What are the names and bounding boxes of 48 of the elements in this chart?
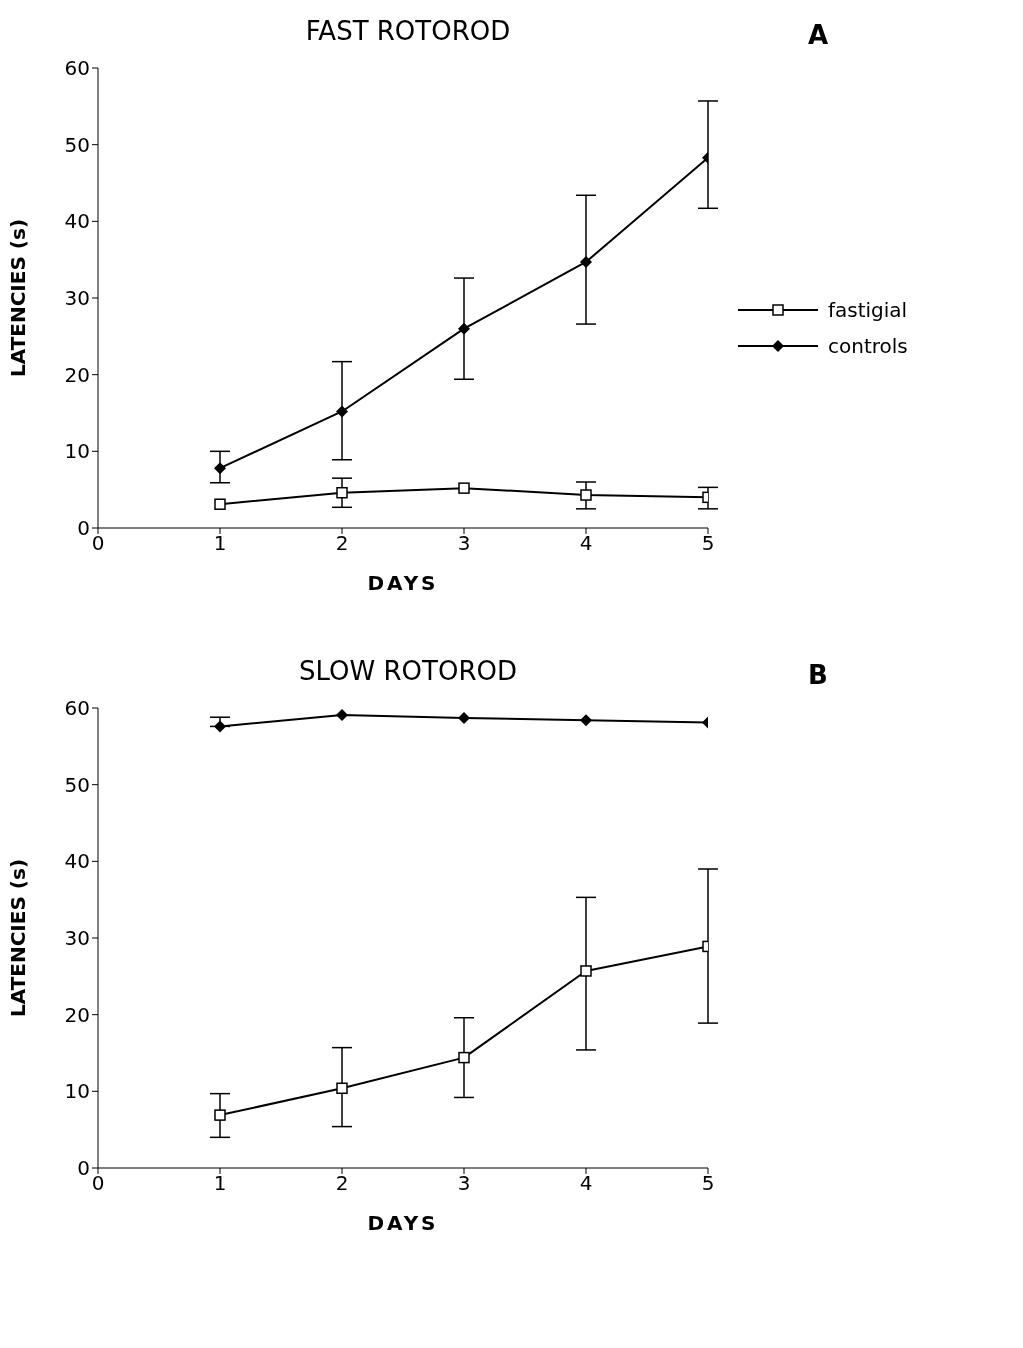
point — [214, 498, 226, 510]
point — [458, 711, 470, 724]
y-tick-label: 40 — [64, 209, 90, 234]
point — [458, 482, 470, 494]
x-tick-label: 5 — [701, 531, 715, 556]
y-axis-title: LATENCIES (s) — [6, 858, 31, 1018]
x-tick-label: 3 — [457, 1171, 471, 1196]
x-tick-label: 2 — [335, 531, 349, 556]
point — [580, 965, 592, 977]
y-tick-label: 40 — [64, 849, 90, 874]
point — [336, 1082, 348, 1095]
point — [580, 489, 592, 501]
point — [214, 1109, 226, 1121]
x-tick-label: 4 — [579, 1171, 593, 1196]
chart-title: SLOW ROTOROD — [298, 656, 518, 686]
point — [458, 1051, 470, 1064]
point — [580, 255, 592, 268]
legend-label: controls — [828, 334, 908, 358]
point — [336, 405, 348, 418]
y-axis-title: LATENCIES (s) — [6, 218, 31, 378]
x-axis-title: DAYS — [367, 1211, 439, 1235]
point — [336, 708, 348, 721]
legend-label: fastigial — [828, 298, 908, 322]
point — [580, 714, 592, 727]
point — [336, 486, 348, 499]
text: A — [808, 20, 829, 50]
x-tick-label: 1 — [213, 531, 227, 556]
x-tick-label: 4 — [579, 531, 593, 556]
y-tick-label: 30 — [64, 286, 90, 311]
point — [214, 720, 226, 733]
point — [214, 462, 226, 475]
y-tick-label: 30 — [64, 926, 90, 951]
y-tick-label: 60 — [64, 56, 90, 81]
x-tick-label: 3 — [457, 531, 471, 556]
x-tick-label: 2 — [335, 1171, 349, 1196]
y-tick-label: 60 — [64, 696, 90, 721]
text: B — [808, 660, 828, 690]
y-tick-label: 50 — [64, 132, 90, 157]
point — [458, 322, 470, 335]
x-tick-label: 1 — [213, 1171, 227, 1196]
y-tick-label: 20 — [64, 362, 90, 387]
y-tick-label: 50 — [64, 772, 90, 797]
y-tick-label: 10 — [64, 1079, 90, 1104]
x-axis-title: DAYS — [367, 571, 439, 595]
y-tick-label: 10 — [64, 439, 90, 464]
chart-title: FAST ROTOROD — [304, 16, 512, 46]
x-tick-label: 5 — [701, 1171, 715, 1196]
y-tick-label: 20 — [64, 1002, 90, 1027]
